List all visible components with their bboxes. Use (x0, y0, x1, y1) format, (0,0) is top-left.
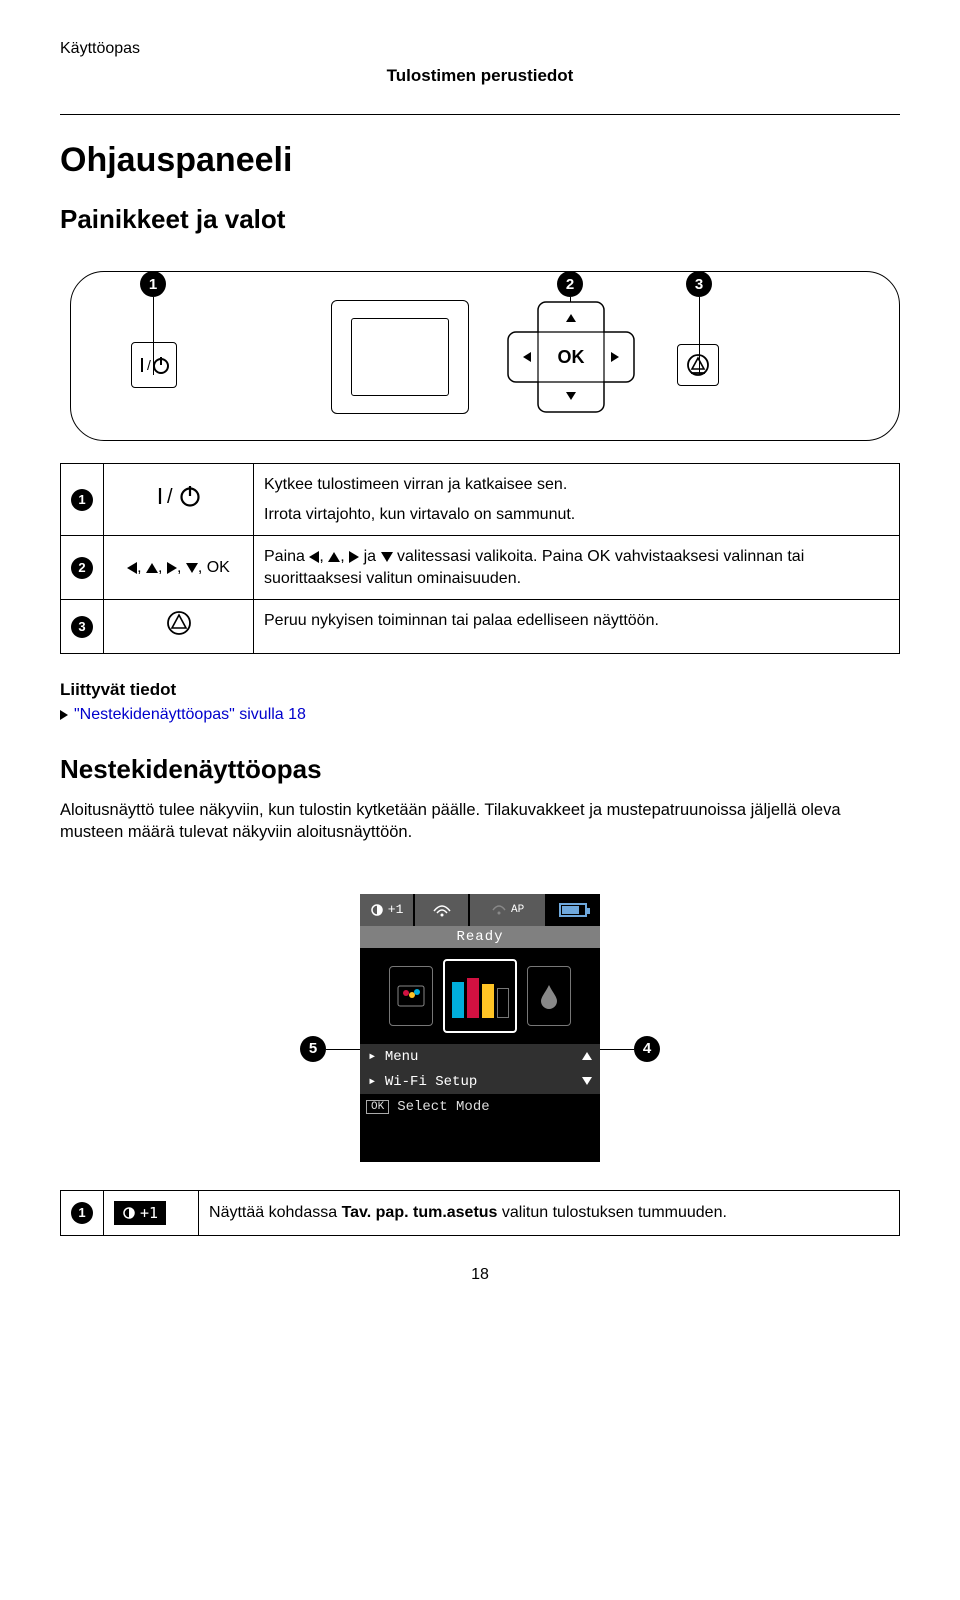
lcd-body-text: Aloitusnäyttö tulee näkyviin, kun tulost… (60, 799, 900, 844)
row-num: 3 (71, 616, 93, 638)
lcd-callout-5: 5 (300, 1036, 326, 1062)
header-center: Tulostimen perustiedot (60, 66, 900, 86)
dpad-icon: OK (501, 292, 641, 422)
related-title: Liittyvät tiedot (60, 680, 900, 700)
row-num: 2 (71, 557, 93, 579)
brightness-symbol-cell: +1 (104, 1190, 199, 1235)
lcd-brightness-icon: +1 (360, 894, 415, 926)
lcd-callout-4: 4 (634, 1036, 660, 1062)
row-num: 1 (71, 489, 93, 511)
svg-text:/: / (167, 486, 173, 508)
arrows-ok-cell: , , , , OK (104, 536, 254, 600)
lcd-drop-icon (527, 966, 571, 1026)
power-symbol-cell: / (104, 464, 254, 536)
stop-symbol-cell (104, 600, 254, 654)
table-row: 3 Peruu nykyisen toiminnan tai palaa ede… (61, 600, 900, 654)
h2-buttons: Painikkeet ja valot (60, 204, 900, 235)
stop-button-icon (677, 344, 719, 386)
lcd-wifi-icon (415, 894, 470, 926)
control-panel-diagram: 1 2 3 / OK (70, 271, 900, 441)
lcd-ink-box (443, 959, 517, 1033)
screen-icon (331, 300, 469, 414)
buttons-table: 1 / Kytkee tulostimeen virran ja katkais… (60, 463, 900, 654)
header-left: Käyttöopas (60, 40, 900, 58)
svg-text:/: / (147, 357, 151, 373)
page-number: 18 (60, 1266, 900, 1284)
table-row: 2 , , , , OK Paina , , ja valitessasi va… (61, 536, 900, 600)
lcd-diagram: 1 2 3 5 4 +1 AP Ready (300, 894, 660, 1162)
related-link[interactable]: "Nestekidenäyttöopas" sivulla 18 (60, 706, 900, 724)
row-desc: Kytkee tulostimeen virran ja katkaisee s… (254, 464, 900, 536)
row-desc: Peruu nykyisen toiminnan tai palaa edell… (254, 600, 900, 654)
row-num: 1 (71, 1202, 93, 1224)
panel-outline: / OK (70, 271, 900, 441)
lcd-screen: +1 AP Ready ▸ Men (360, 894, 600, 1162)
lcd-middle (360, 948, 600, 1044)
lcd-footer: OK Select Mode (360, 1094, 600, 1120)
lcd-battery-icon (547, 894, 600, 926)
lcd-menu: ▸ Menu ▸ Wi-Fi Setup (360, 1044, 600, 1094)
h1-title: Ohjauspaneeli (60, 141, 900, 180)
table-row: 1 +1 Näyttää kohdassa Tav. pap. tum.aset… (61, 1190, 900, 1235)
row-desc: Näyttää kohdassa Tav. pap. tum.asetus va… (199, 1190, 900, 1235)
power-button-icon: / (131, 342, 177, 388)
lcd-table: 1 +1 Näyttää kohdassa Tav. pap. tum.aset… (60, 1190, 900, 1236)
table-row: 1 / Kytkee tulostimeen virran ja katkais… (61, 464, 900, 536)
h2-lcd: Nestekidenäyttöopas (60, 754, 900, 785)
lcd-ap-icon: AP (470, 894, 546, 926)
lcd-photo-icon (389, 966, 433, 1026)
header-rule (60, 114, 900, 115)
svg-text:OK: OK (558, 347, 585, 367)
row-desc: Paina , , ja valitessasi valikoita. Pain… (254, 536, 900, 600)
lcd-ready-bar: Ready (360, 926, 600, 948)
